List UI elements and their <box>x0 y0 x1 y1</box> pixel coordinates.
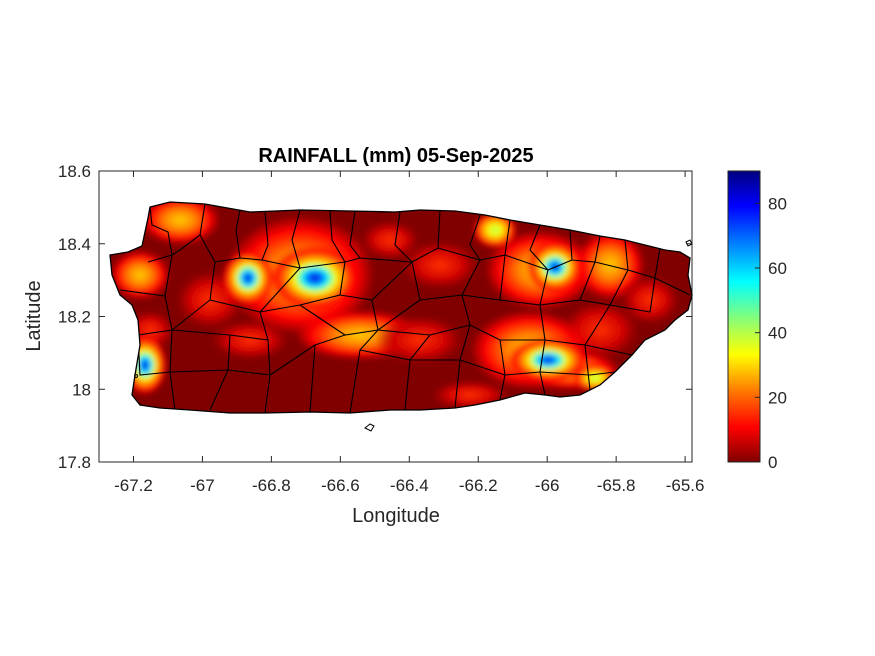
colorbar-tick-label: 60 <box>768 259 787 278</box>
map-title: RAINFALL (mm) 05-Sep-2025 <box>258 145 533 167</box>
municipal-boundaries <box>119 203 691 413</box>
y-tick-label: 18.4 <box>58 235 91 254</box>
y-tick-label: 18 <box>72 380 91 399</box>
caja-de-muertos-islet <box>364 423 375 432</box>
colorbar-tick-label: 40 <box>768 324 787 343</box>
colorbar-tick-label: 0 <box>768 453 777 472</box>
axis-ticks <box>99 170 692 463</box>
y-tick-label: 17.8 <box>58 453 91 472</box>
x-axis-label: Longitude <box>352 505 440 527</box>
colorbar-ticks <box>755 202 760 463</box>
coastline <box>109 201 693 414</box>
y-tick-label: 18.6 <box>58 162 91 181</box>
x-tick-label: -65.6 <box>666 476 705 495</box>
x-tick-label: -65.8 <box>597 476 636 495</box>
rainfall-field <box>110 202 692 413</box>
colorbar-tick-label: 20 <box>768 388 787 407</box>
colorbar-tick-labels: 0 20 40 60 80 <box>768 194 787 472</box>
colorbar-tick-label: 80 <box>768 194 787 213</box>
islet-southwest <box>134 374 138 378</box>
x-tick-label: -66.4 <box>390 476 429 495</box>
x-tick-label: -66.8 <box>252 476 291 495</box>
x-tick-label: -66.6 <box>321 476 360 495</box>
y-axis-label: Latitude <box>23 280 45 351</box>
y-tick-label: 18.2 <box>58 308 91 327</box>
x-tick-labels: -67.2 -67 -66.8 -66.6 -66.4 -66.2 -66 -65.8 -65.… <box>114 476 704 495</box>
colorbar <box>727 170 761 463</box>
x-tick-label: -67 <box>190 476 215 495</box>
x-tick-label: -66.2 <box>459 476 498 495</box>
x-tick-label: -66 <box>535 476 560 495</box>
x-tick-label: -67.2 <box>114 476 153 495</box>
y-tick-labels: 17.8 18 18.2 18.4 18.6 <box>58 162 91 472</box>
